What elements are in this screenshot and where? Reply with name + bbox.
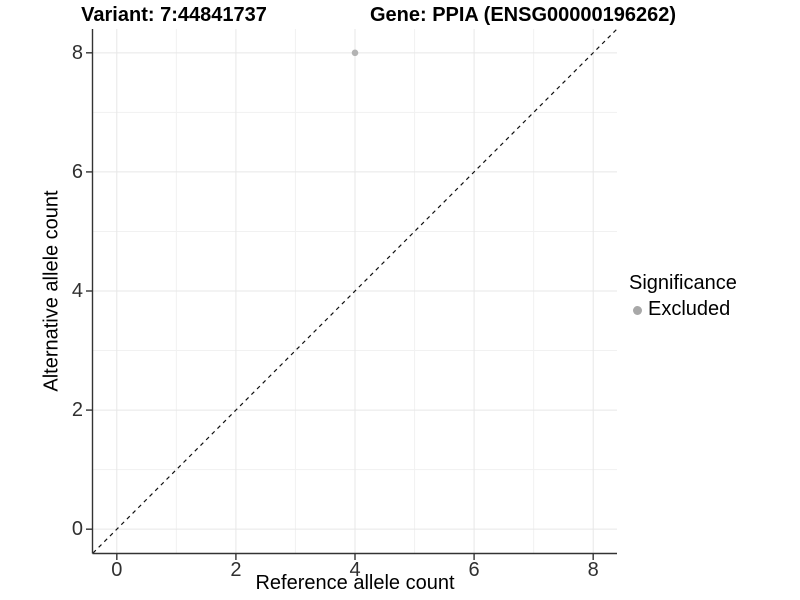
y-tick-label: 6: [71, 160, 83, 183]
excluded-point-icon: [633, 306, 642, 315]
x-tick-label: 8: [587, 559, 599, 581]
legend-item-label: Excluded: [648, 298, 731, 320]
gene-title: Gene: PPIA (ENSG00000196262): [369, 4, 677, 26]
x-axis-title: Reference allele count: [255, 572, 455, 594]
x-tick-label: 0: [111, 559, 123, 581]
legend: Significance Excluded: [629, 272, 737, 321]
x-tick-label: 2: [230, 559, 242, 581]
y-tick-label: 8: [71, 41, 83, 64]
x-tick-label: 4: [349, 559, 361, 581]
identity-line: [92, 28, 618, 554]
legend-entries: Excluded: [629, 298, 737, 321]
y-tick-label: 4: [71, 280, 83, 302]
legend-item-excluded: Excluded: [629, 298, 737, 321]
x-tick-label: 6: [468, 559, 480, 581]
variant-title: Variant: 7:44841737: [81, 4, 267, 26]
data-point: [351, 49, 359, 57]
y-tick-label: 0: [71, 518, 83, 541]
y-tick-label: 2: [71, 399, 83, 422]
legend-title: Significance: [629, 272, 737, 294]
